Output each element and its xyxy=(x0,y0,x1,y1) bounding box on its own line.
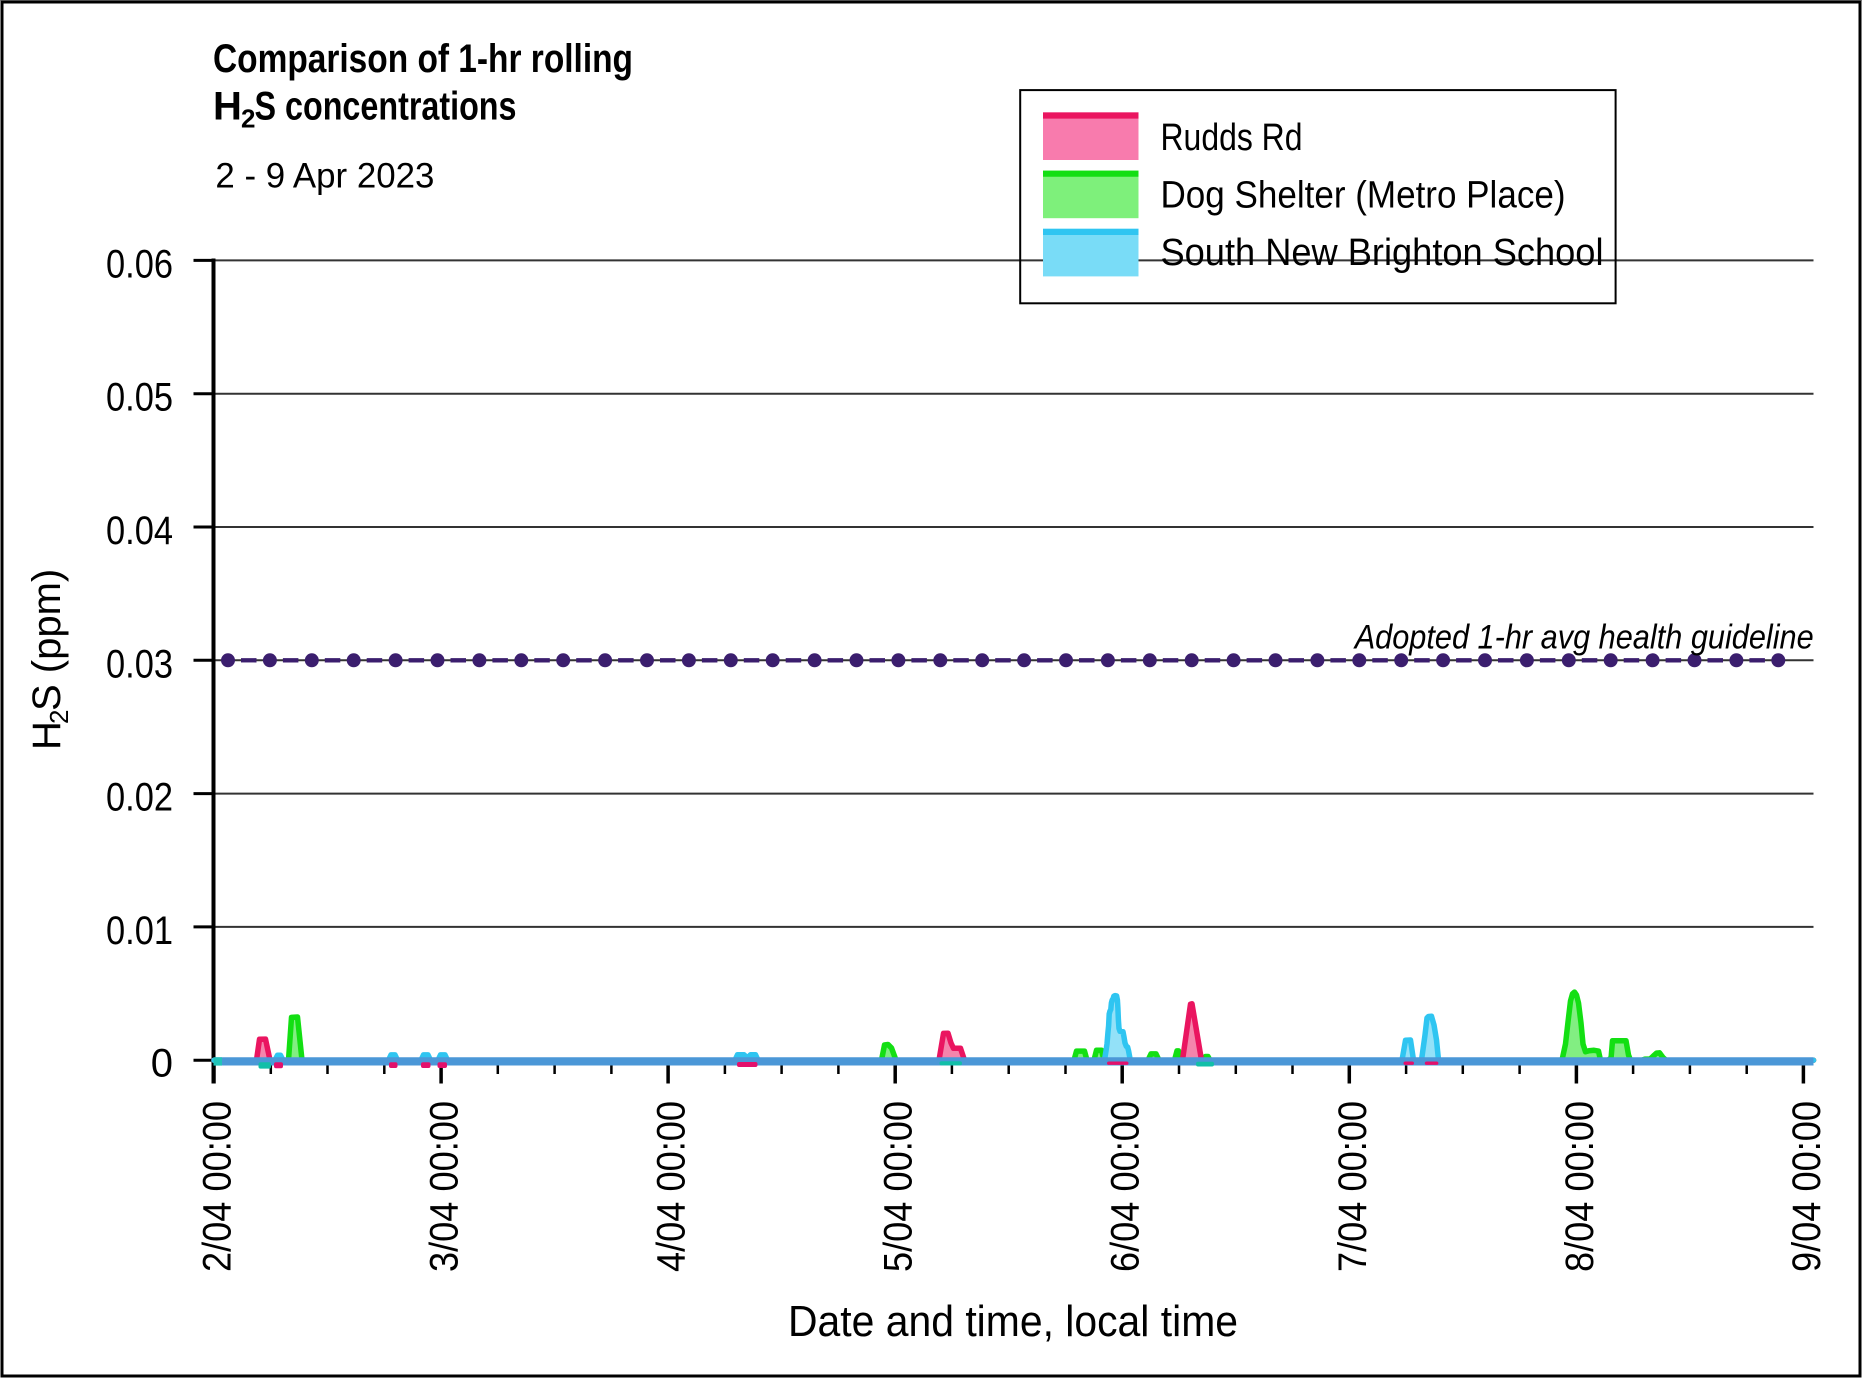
svg-text:0.05: 0.05 xyxy=(106,376,173,420)
svg-text:0.02: 0.02 xyxy=(106,776,173,820)
svg-text:0.01: 0.01 xyxy=(106,909,173,953)
svg-text:0.06: 0.06 xyxy=(106,242,173,286)
svg-text:South New Brighton School: South New Brighton School xyxy=(1161,232,1604,274)
svg-text:2/04 00:00: 2/04 00:00 xyxy=(196,1101,240,1272)
svg-text:Comparison of 1-hr rolling: Comparison of 1-hr rolling xyxy=(213,37,633,81)
svg-text:H: H xyxy=(213,85,242,129)
svg-text:6/04 00:00: 6/04 00:00 xyxy=(1104,1101,1148,1272)
svg-text:2: 2 xyxy=(241,104,255,134)
svg-text:5/04 00:00: 5/04 00:00 xyxy=(877,1101,921,1272)
svg-text:H: H xyxy=(25,721,69,750)
svg-text:2 - 9 Apr 2023: 2 - 9 Apr 2023 xyxy=(215,157,434,196)
svg-text:0.03: 0.03 xyxy=(106,642,173,686)
svg-text:Dog Shelter (Metro Place): Dog Shelter (Metro Place) xyxy=(1161,174,1566,216)
svg-text:Rudds Rd: Rudds Rd xyxy=(1161,117,1303,159)
svg-text:8/04 00:00: 8/04 00:00 xyxy=(1558,1101,1602,1272)
svg-text:0.04: 0.04 xyxy=(106,509,173,553)
svg-text:S (ppm): S (ppm) xyxy=(25,569,69,711)
svg-text:3/04 00:00: 3/04 00:00 xyxy=(423,1101,467,1272)
svg-text:9/04 00:00: 9/04 00:00 xyxy=(1785,1101,1829,1272)
svg-text:7/04 00:00: 7/04 00:00 xyxy=(1331,1101,1375,1272)
svg-text:2: 2 xyxy=(44,710,74,724)
svg-text:Adopted 1-hr avg health guidel: Adopted 1-hr avg health guideline xyxy=(1353,619,1814,657)
svg-text:4/04 00:00: 4/04 00:00 xyxy=(650,1101,694,1272)
svg-text:0: 0 xyxy=(151,1042,173,1086)
svg-text:Date and time, local time: Date and time, local time xyxy=(788,1297,1238,1346)
svg-text:S concentrations: S concentrations xyxy=(255,85,517,129)
